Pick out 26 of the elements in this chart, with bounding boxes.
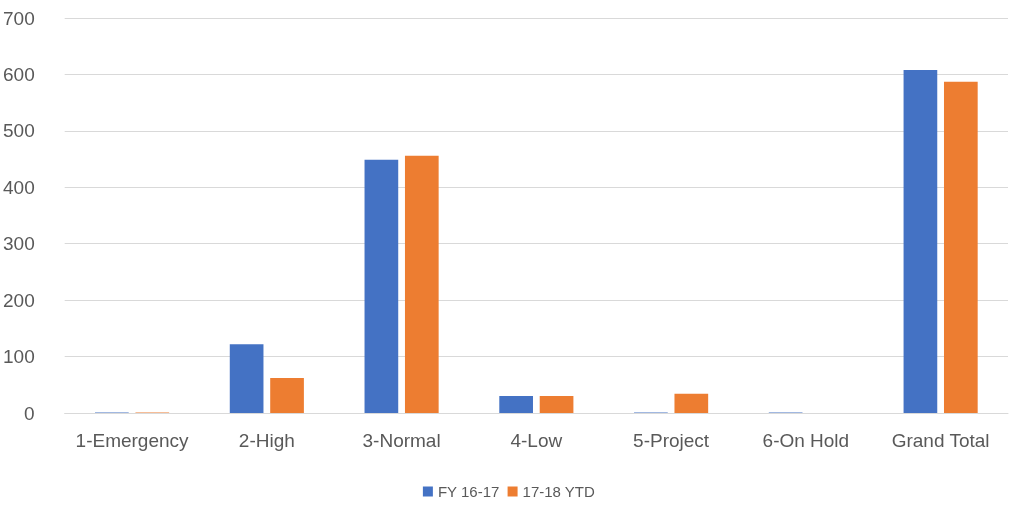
x-tick-label: 3-Normal xyxy=(362,430,441,451)
legend-label: 17-18 YTD xyxy=(522,483,596,500)
y-tick-label: 0 xyxy=(24,402,35,424)
y-tick-label: 300 xyxy=(3,233,35,255)
y-tick-label: 500 xyxy=(3,120,35,142)
y-tick-label: 200 xyxy=(3,289,35,311)
y-tick-label: 700 xyxy=(3,7,35,29)
bar xyxy=(270,378,304,413)
x-tick-label: 5-Project xyxy=(633,430,710,451)
bar xyxy=(499,396,533,413)
bar xyxy=(404,155,439,413)
x-tick-label: Grand Total xyxy=(891,430,990,451)
x-tick-label: 6-On Hold xyxy=(762,430,850,451)
bar xyxy=(943,81,978,413)
legend-label: FY 16-17 xyxy=(437,483,500,500)
y-tick-label: 400 xyxy=(3,176,35,198)
y-tick-label: 600 xyxy=(3,63,35,85)
y-tick-label: 100 xyxy=(3,346,35,368)
bar xyxy=(364,159,399,413)
x-tick-label: 4-Low xyxy=(510,430,563,451)
bar xyxy=(539,396,574,413)
x-tick-label: 2-High xyxy=(238,430,295,451)
bar xyxy=(903,69,938,413)
bar xyxy=(229,344,264,413)
bar xyxy=(674,393,709,413)
x-tick-label: 1-Emergency xyxy=(75,430,190,451)
